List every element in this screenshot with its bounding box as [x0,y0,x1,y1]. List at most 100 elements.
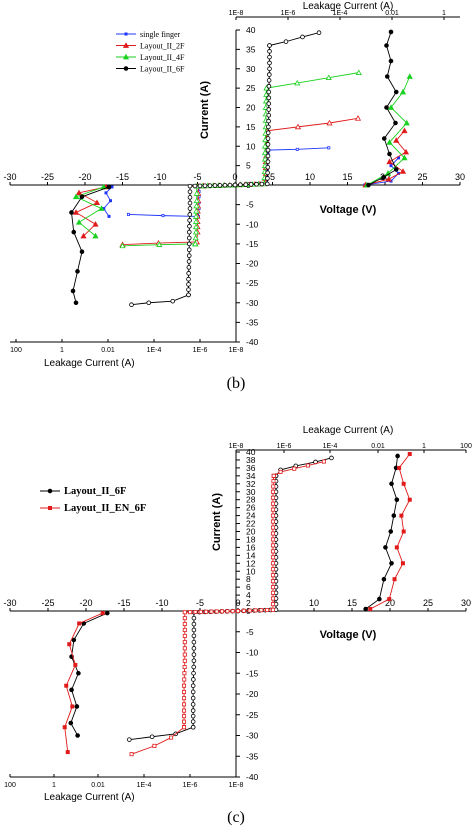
data-point [186,241,192,247]
data-point [270,596,275,601]
data-point [193,609,198,614]
data-point [191,658,197,664]
data-point [193,197,200,204]
leakage-tick-label: 100 [4,782,16,789]
data-point [401,127,408,134]
data-point [386,158,393,165]
data-point [146,300,152,306]
data-point [267,49,272,54]
data-point [265,136,271,141]
data-point [394,497,400,503]
data-point [182,610,187,615]
data-point [259,608,264,613]
data-point [399,88,407,95]
data-point [385,175,392,182]
series-group [69,29,413,308]
data-point [270,579,275,584]
voltage-tick-label: -5 [193,172,201,182]
leakage-tick-label: 1E-8 [229,10,244,17]
data-point [198,609,203,614]
leakage-tick-label: 1 [52,782,56,789]
current-tick-label: -40 [246,772,259,782]
data-point [182,633,187,638]
data-point [406,73,413,79]
voltage-tick-label: 20 [385,598,395,608]
current-tick-label: 30 [246,487,256,497]
data-point [182,652,187,657]
data-point [73,300,79,306]
voltage-tick-label: 25 [417,172,427,182]
data-point [209,609,214,614]
current-axis-label: Current (A) [199,81,211,139]
data-point [186,292,191,298]
data-point [193,202,200,209]
data-point [266,89,272,95]
leakage-tick-label: 100 [10,347,22,354]
data-point [191,670,196,676]
leakage-tick-label: 100 [460,443,472,450]
data-point [227,182,233,188]
data-point [74,704,80,709]
current-tick-label: 10 [246,141,256,151]
data-point [266,95,272,101]
panel-label-c: (c) [227,809,245,826]
current-tick-label: -35 [246,751,259,761]
data-point [192,213,200,219]
data-point [270,519,275,524]
data-point [190,713,196,719]
data-point [222,182,228,188]
data-point [248,182,254,187]
series-line [269,32,320,46]
current-tick-label: 8 [246,574,251,584]
data-point [68,720,74,726]
current-tick-label: 35 [246,44,256,54]
series-line [71,186,110,303]
data-point [270,501,275,506]
data-point [262,97,270,104]
data-point [235,609,240,614]
data-point [305,463,310,468]
leakage-tick-label: 1E-4 [147,347,162,354]
data-point [388,29,394,35]
series-line [237,475,275,612]
series-line [129,726,194,741]
data-point [191,677,196,682]
current-tick-label: -20 [246,259,259,269]
current-tick-label: -20 [246,689,259,699]
leakage-tick-label: 0.01 [101,347,115,354]
data-point [388,529,394,534]
data-point [225,609,230,614]
current-tick-label: 40 [246,25,256,35]
data-point [266,118,271,124]
data-point [265,153,271,159]
data-point [182,725,187,730]
current-tick-label: 28 [246,495,256,505]
data-point [278,469,283,474]
leakage-tick-label: 1E-4 [137,782,152,789]
data-point [283,39,289,44]
legend-label: Layout_II_6F [140,65,185,74]
series-line [192,610,239,728]
data-point [187,212,193,217]
data-point [182,677,187,682]
data-point [326,119,333,126]
data-point [401,154,408,161]
data-point [182,719,187,724]
data-point [129,752,134,757]
current-tick-label: 34 [246,471,256,481]
current-tick-label: 24 [246,511,256,521]
voltage-tick-label: -30 [3,598,16,608]
legend: Layout_II_6F Layout_II_EN_6F [40,486,146,514]
data-point [270,573,275,578]
data-point [402,148,410,155]
current-tick-label: 14 [246,550,256,560]
current-tick-label: 38 [246,455,256,465]
voltage-tick-label: 0 [232,172,237,182]
data-point [149,734,155,740]
data-point [265,147,271,153]
data-point [377,596,382,602]
data-point [266,78,272,83]
current-tick-label: -25 [246,278,259,288]
data-point [71,229,77,235]
data-point [263,91,270,97]
